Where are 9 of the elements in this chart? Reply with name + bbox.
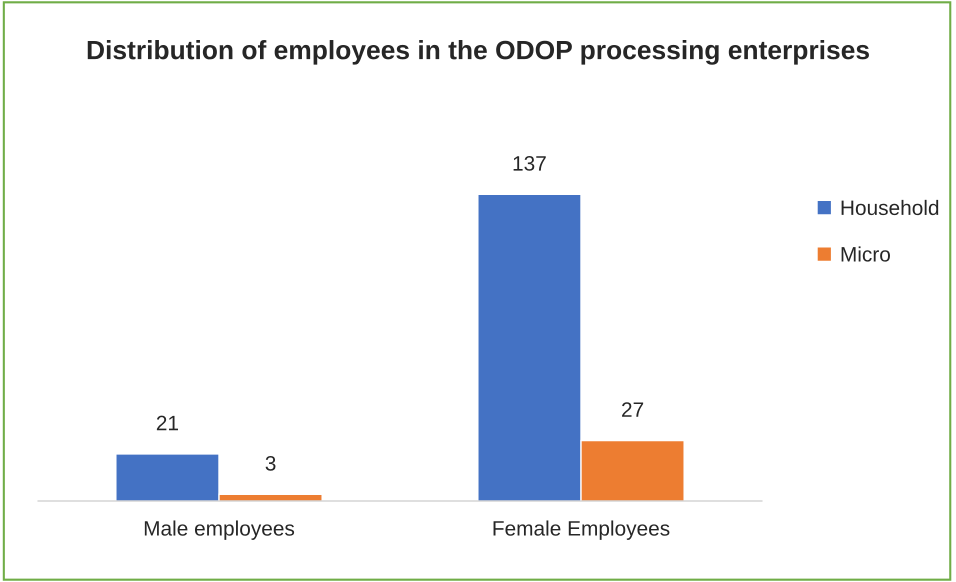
chart-title: Distribution of employees in the ODOP processing enterprises [88,40,869,65]
data-label: 27 [622,402,644,417]
x-tick-label: Female Employees [494,520,670,540]
data-label: 137 [514,156,546,171]
data-label: 21 [156,416,178,430]
x-tick-label: Male employees [144,520,294,540]
legend-label: Household [842,200,938,216]
data-label: 3 [266,456,276,471]
legend-label: Micro [842,246,890,262]
